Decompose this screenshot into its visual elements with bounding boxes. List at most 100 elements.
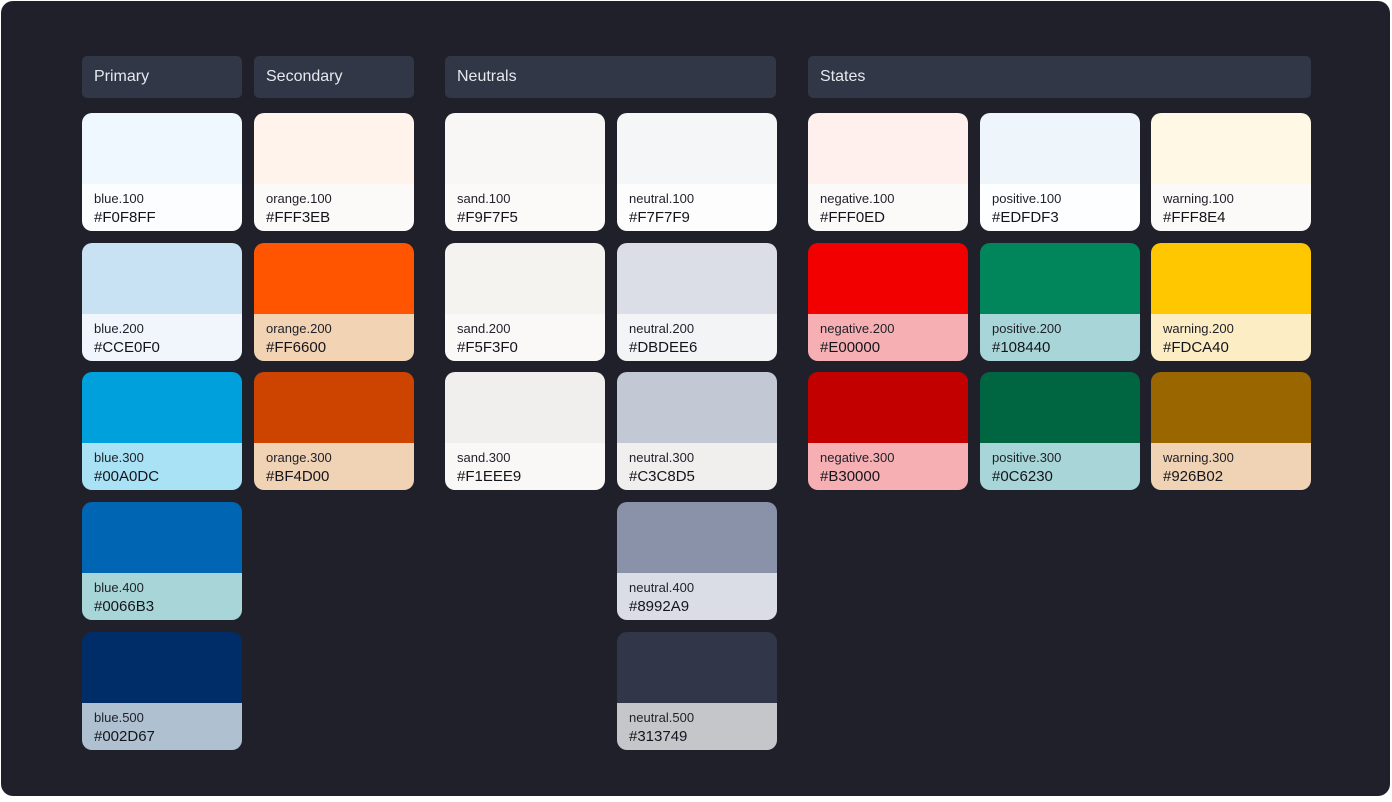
swatch-hex: #F9F7F5 <box>457 209 518 226</box>
section-title: Neutrals <box>457 68 517 85</box>
swatch-hex: #CCE0F0 <box>94 339 160 356</box>
color-chip <box>254 372 414 443</box>
color-chip <box>82 372 242 443</box>
swatch-name: orange.200 <box>266 321 332 336</box>
swatch-neutral-400[interactable]: neutral.400 #8992A9 <box>617 502 777 620</box>
color-chip <box>980 372 1140 443</box>
color-chip <box>82 632 242 703</box>
swatch-hex: #313749 <box>629 728 688 745</box>
swatch-label: warning.300 #926B02 <box>1151 443 1311 490</box>
swatch-name: positive.100 <box>992 191 1062 206</box>
swatch-neutral-200[interactable]: neutral.200 #DBDEE6 <box>617 243 777 361</box>
swatch-label: negative.200 #E00000 <box>808 314 968 361</box>
swatch-name: warning.100 <box>1163 191 1234 206</box>
swatch-name: sand.100 <box>457 191 511 206</box>
swatch-warning-200[interactable]: warning.200 #FDCA40 <box>1151 243 1311 361</box>
swatch-label: blue.500 #002D67 <box>82 703 242 750</box>
swatch-name: blue.200 <box>94 321 144 336</box>
swatch-hex: #0C6230 <box>992 468 1053 485</box>
section-title: Secondary <box>266 68 343 85</box>
swatch-orange-200[interactable]: orange.200 #FF6600 <box>254 243 414 361</box>
swatch-name: neutral.500 <box>629 710 695 725</box>
swatch-orange-100[interactable]: orange.100 #FFF3EB <box>254 113 414 231</box>
swatch-hex: #B30000 <box>820 468 881 485</box>
color-chip <box>617 502 777 573</box>
swatch-hex: #BF4D00 <box>266 468 330 485</box>
color-chip <box>82 113 242 184</box>
color-chip <box>980 113 1140 184</box>
swatch-sand-300[interactable]: sand.300 #F1EEE9 <box>445 372 605 490</box>
color-chip <box>617 372 777 443</box>
swatch-name: blue.100 <box>94 191 144 206</box>
swatch-hex: #0066B3 <box>94 598 155 615</box>
swatch-name: orange.300 <box>266 450 332 465</box>
color-chip <box>808 372 968 443</box>
swatch-name: neutral.200 <box>629 321 695 336</box>
swatch-name: sand.200 <box>457 321 511 336</box>
swatch-blue-400[interactable]: blue.400 #0066B3 <box>82 502 242 620</box>
swatch-sand-200[interactable]: sand.200 #F5F3F0 <box>445 243 605 361</box>
swatch-name: positive.200 <box>992 321 1062 336</box>
swatch-orange-300[interactable]: orange.300 #BF4D00 <box>254 372 414 490</box>
color-chip <box>254 243 414 314</box>
color-chip <box>445 113 605 184</box>
swatch-negative-100[interactable]: negative.100 #FFF0ED <box>808 113 968 231</box>
swatch-label: orange.300 #BF4D00 <box>254 443 414 490</box>
swatch-negative-300[interactable]: negative.300 #B30000 <box>808 372 968 490</box>
swatch-hex: #C3C8D5 <box>629 468 695 485</box>
swatch-hex: #F7F7F9 <box>629 209 690 226</box>
color-chip <box>254 113 414 184</box>
swatch-hex: #FDCA40 <box>1163 339 1229 356</box>
swatch-name: neutral.400 <box>629 580 695 595</box>
swatch-neutral-500[interactable]: neutral.500 #313749 <box>617 632 777 750</box>
swatch-blue-100[interactable]: blue.100 #F0F8FF <box>82 113 242 231</box>
swatch-blue-200[interactable]: blue.200 #CCE0F0 <box>82 243 242 361</box>
swatch-label: blue.400 #0066B3 <box>82 573 242 620</box>
color-chip <box>1151 243 1311 314</box>
section-header-secondary: Secondary <box>254 56 414 98</box>
swatch-positive-100[interactable]: positive.100 #EDFDF3 <box>980 113 1140 231</box>
swatch-name: negative.100 <box>820 191 895 206</box>
swatch-negative-200[interactable]: negative.200 #E00000 <box>808 243 968 361</box>
swatch-hex: #8992A9 <box>629 598 690 615</box>
swatch-hex: #002D67 <box>94 728 155 745</box>
swatch-label: positive.100 #EDFDF3 <box>980 184 1140 231</box>
swatch-label: sand.300 #F1EEE9 <box>445 443 605 490</box>
swatch-label: blue.200 #CCE0F0 <box>82 314 242 361</box>
swatch-positive-200[interactable]: positive.200 #108440 <box>980 243 1140 361</box>
swatch-warning-100[interactable]: warning.100 #FFF8E4 <box>1151 113 1311 231</box>
swatch-neutral-300[interactable]: neutral.300 #C3C8D5 <box>617 372 777 490</box>
color-chip <box>808 243 968 314</box>
swatch-name: sand.300 <box>457 450 511 465</box>
swatch-hex: #EDFDF3 <box>992 209 1059 226</box>
swatch-label: negative.100 #FFF0ED <box>808 184 968 231</box>
swatch-hex: #FFF3EB <box>266 209 331 226</box>
swatch-hex: #926B02 <box>1163 468 1224 485</box>
swatch-hex: #F5F3F0 <box>457 339 518 356</box>
section-header-neutrals: Neutrals <box>445 56 776 98</box>
swatch-neutral-100[interactable]: neutral.100 #F7F7F9 <box>617 113 777 231</box>
swatch-label: orange.100 #FFF3EB <box>254 184 414 231</box>
color-chip <box>1151 113 1311 184</box>
swatch-positive-300[interactable]: positive.300 #0C6230 <box>980 372 1140 490</box>
swatch-sand-100[interactable]: sand.100 #F9F7F5 <box>445 113 605 231</box>
color-chip <box>617 632 777 703</box>
color-chip <box>445 372 605 443</box>
color-chip <box>82 502 242 573</box>
section-title: Primary <box>94 68 150 85</box>
swatch-blue-300[interactable]: blue.300 #00A0DC <box>82 372 242 490</box>
swatch-hex: #F1EEE9 <box>457 468 522 485</box>
swatch-name: neutral.100 <box>629 191 695 206</box>
swatch-hex: #00A0DC <box>94 468 160 485</box>
swatch-warning-300[interactable]: warning.300 #926B02 <box>1151 372 1311 490</box>
swatch-label: neutral.500 #313749 <box>617 703 777 750</box>
swatch-label: negative.300 #B30000 <box>808 443 968 490</box>
swatch-label: orange.200 #FF6600 <box>254 314 414 361</box>
swatch-blue-500[interactable]: blue.500 #002D67 <box>82 632 242 750</box>
color-chip <box>445 243 605 314</box>
swatch-name: negative.200 <box>820 321 895 336</box>
swatch-name: blue.300 <box>94 450 144 465</box>
swatch-hex: #FFF8E4 <box>1163 209 1226 226</box>
swatch-name: warning.300 <box>1163 450 1234 465</box>
swatch-hex: #108440 <box>992 339 1051 356</box>
